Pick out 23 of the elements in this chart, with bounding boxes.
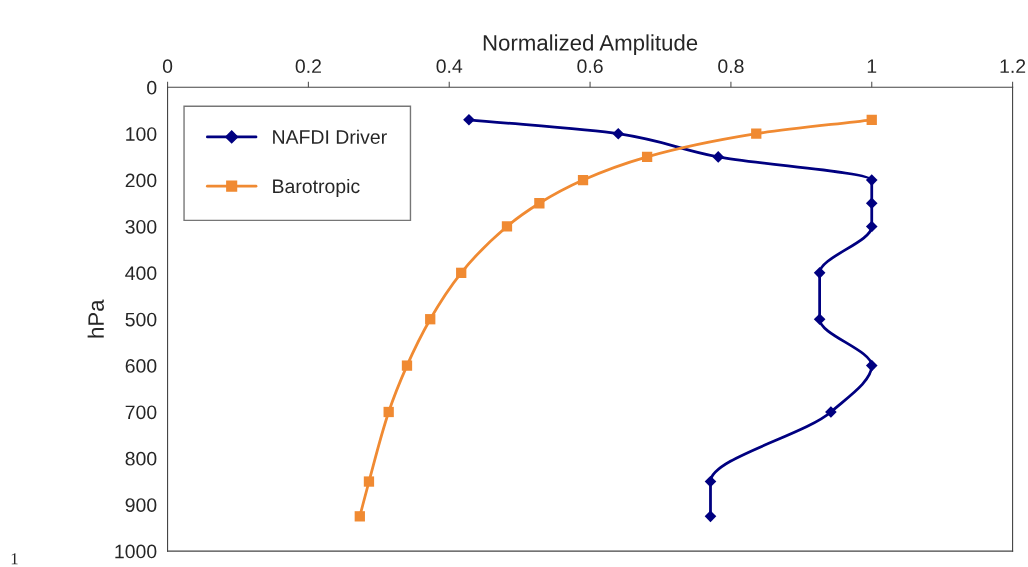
y-tick-label: 600 bbox=[125, 359, 157, 373]
y-axis-title: hPa bbox=[87, 299, 104, 338]
text: 1 bbox=[11, 553, 18, 565]
y-tick-label: 1000 bbox=[115, 544, 157, 559]
x-tick-label: 0.2 bbox=[295, 59, 321, 74]
legend-label: Barotropic bbox=[273, 178, 360, 198]
y-tick-label: 700 bbox=[125, 405, 157, 420]
y-tick-label: 200 bbox=[125, 173, 157, 188]
x-tick-label: 0.8 bbox=[718, 59, 744, 74]
legend-label: NAFDI Driver bbox=[273, 129, 387, 144]
y-tick-label: 500 bbox=[125, 312, 157, 327]
y-tick-label: 800 bbox=[125, 451, 157, 466]
x-tick-label: 1 bbox=[867, 59, 877, 73]
y-tick-label: 900 bbox=[125, 498, 157, 512]
y-tick-label: 0 bbox=[147, 80, 157, 95]
x-tick-label: 0 bbox=[162, 59, 173, 74]
y-tick-label: 300 bbox=[125, 219, 157, 234]
x-axis-title: Normalized Amplitude bbox=[483, 34, 698, 56]
x-tick-label: 0.6 bbox=[577, 59, 603, 74]
y-tick-label: 100 bbox=[126, 127, 157, 141]
y-tick-label: 400 bbox=[125, 266, 157, 281]
x-tick-label: 0.4 bbox=[436, 59, 463, 74]
x-tick-label: 1.2 bbox=[1000, 59, 1026, 73]
